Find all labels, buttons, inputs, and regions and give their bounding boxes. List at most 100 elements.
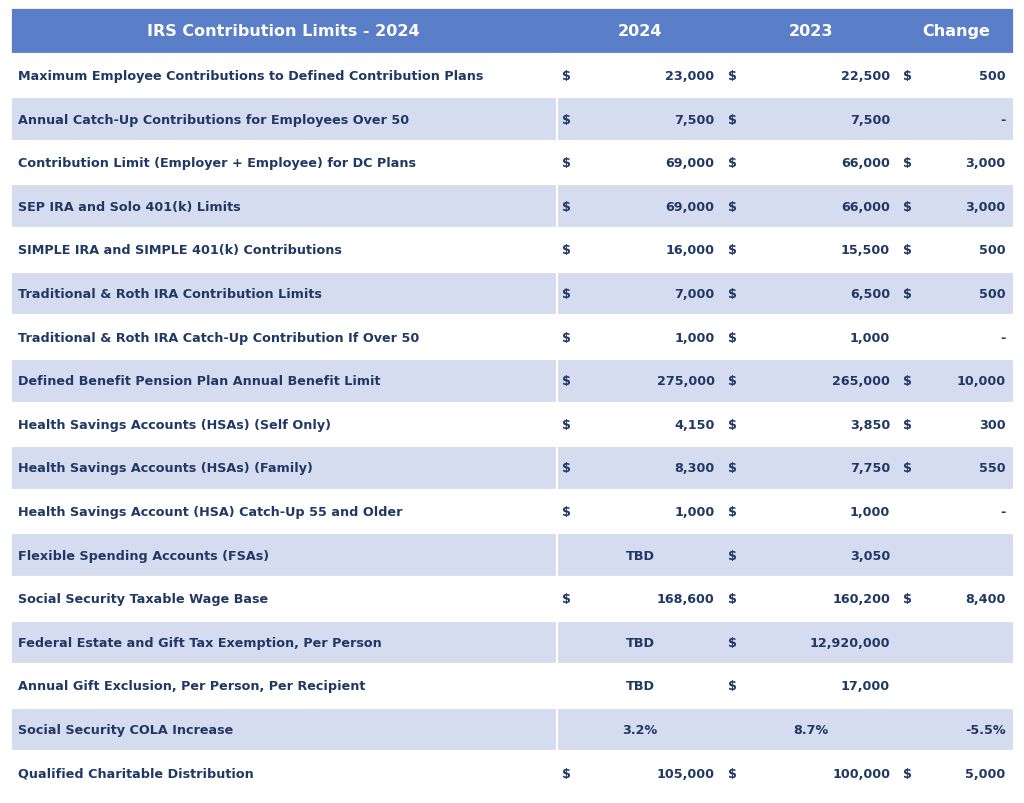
Text: $: $: [562, 70, 571, 83]
Text: 12,920,000: 12,920,000: [810, 636, 890, 649]
Text: 3,000: 3,000: [966, 201, 1006, 214]
FancyBboxPatch shape: [10, 534, 1014, 577]
Text: 300: 300: [979, 418, 1006, 431]
Text: 1,000: 1,000: [674, 331, 715, 344]
Text: -: -: [1000, 505, 1006, 519]
Text: 500: 500: [979, 287, 1006, 300]
Text: $: $: [562, 767, 571, 780]
FancyBboxPatch shape: [10, 403, 1014, 446]
Text: 8,400: 8,400: [966, 593, 1006, 605]
Text: $: $: [728, 462, 736, 475]
Text: 69,000: 69,000: [666, 157, 715, 170]
Text: TBD: TBD: [626, 636, 654, 649]
Text: $: $: [728, 418, 736, 431]
Text: $: $: [562, 375, 571, 388]
Text: 7,500: 7,500: [674, 113, 715, 126]
Text: 7,500: 7,500: [850, 113, 890, 126]
Text: 160,200: 160,200: [833, 593, 890, 605]
FancyBboxPatch shape: [10, 141, 1014, 185]
Text: $: $: [903, 157, 912, 170]
Text: IRS Contribution Limits - 2024: IRS Contribution Limits - 2024: [147, 24, 420, 39]
Text: 4,150: 4,150: [674, 418, 715, 431]
Text: $: $: [903, 767, 912, 780]
Text: $: $: [903, 418, 912, 431]
Text: $: $: [728, 505, 736, 519]
Text: $: $: [728, 375, 736, 388]
Text: 10,000: 10,000: [956, 375, 1006, 388]
Text: $: $: [728, 593, 736, 605]
Text: 66,000: 66,000: [842, 201, 890, 214]
Text: $: $: [562, 287, 571, 300]
Text: Defined Benefit Pension Plan Annual Benefit Limit: Defined Benefit Pension Plan Annual Bene…: [18, 375, 381, 388]
Text: 7,000: 7,000: [674, 287, 715, 300]
Text: $: $: [562, 505, 571, 519]
FancyBboxPatch shape: [10, 316, 1014, 360]
Text: 1,000: 1,000: [850, 505, 890, 519]
Text: 15,500: 15,500: [841, 244, 890, 257]
Text: $: $: [562, 113, 571, 126]
Text: $: $: [903, 201, 912, 214]
Text: $: $: [728, 157, 736, 170]
FancyBboxPatch shape: [10, 229, 1014, 272]
FancyBboxPatch shape: [10, 446, 1014, 490]
Text: TBD: TBD: [626, 549, 654, 562]
FancyBboxPatch shape: [10, 490, 1014, 534]
Text: 500: 500: [979, 70, 1006, 83]
Text: Flexible Spending Accounts (FSAs): Flexible Spending Accounts (FSAs): [18, 549, 269, 562]
Text: $: $: [562, 157, 571, 170]
Text: $: $: [903, 244, 912, 257]
Text: Maximum Employee Contributions to Defined Contribution Plans: Maximum Employee Contributions to Define…: [18, 70, 483, 83]
Text: 5,000: 5,000: [966, 767, 1006, 780]
Text: 3.2%: 3.2%: [623, 724, 657, 736]
FancyBboxPatch shape: [10, 8, 1014, 55]
FancyBboxPatch shape: [10, 577, 1014, 621]
Text: 23,000: 23,000: [666, 70, 715, 83]
Text: Annual Gift Exclusion, Per Person, Per Recipient: Annual Gift Exclusion, Per Person, Per R…: [18, 679, 366, 692]
Text: Qualified Charitable Distribution: Qualified Charitable Distribution: [18, 767, 254, 780]
FancyBboxPatch shape: [10, 272, 1014, 316]
Text: $: $: [562, 593, 571, 605]
FancyBboxPatch shape: [10, 708, 1014, 752]
FancyBboxPatch shape: [10, 98, 1014, 141]
Text: 500: 500: [979, 244, 1006, 257]
Text: Contribution Limit (Employer + Employee) for DC Plans: Contribution Limit (Employer + Employee)…: [18, 157, 417, 170]
Text: 3,850: 3,850: [850, 418, 890, 431]
FancyBboxPatch shape: [10, 360, 1014, 403]
Text: $: $: [562, 201, 571, 214]
FancyBboxPatch shape: [10, 621, 1014, 664]
Text: $: $: [728, 244, 736, 257]
Text: Health Savings Account (HSA) Catch-Up 55 and Older: Health Savings Account (HSA) Catch-Up 55…: [18, 505, 402, 519]
Text: 1,000: 1,000: [850, 331, 890, 344]
Text: 100,000: 100,000: [833, 767, 890, 780]
Text: Social Security Taxable Wage Base: Social Security Taxable Wage Base: [18, 593, 268, 605]
Text: $: $: [903, 70, 912, 83]
Text: $: $: [728, 331, 736, 344]
Text: 6,500: 6,500: [850, 287, 890, 300]
Text: SEP IRA and Solo 401(k) Limits: SEP IRA and Solo 401(k) Limits: [18, 201, 241, 214]
Text: 8.7%: 8.7%: [793, 724, 828, 736]
Text: 1,000: 1,000: [674, 505, 715, 519]
Text: 22,500: 22,500: [841, 70, 890, 83]
Text: Annual Catch-Up Contributions for Employees Over 50: Annual Catch-Up Contributions for Employ…: [18, 113, 410, 126]
Text: 8,300: 8,300: [674, 462, 715, 475]
Text: TBD: TBD: [626, 679, 654, 692]
Text: 7,750: 7,750: [850, 462, 890, 475]
Text: $: $: [562, 418, 571, 431]
Text: $: $: [728, 636, 736, 649]
Text: $: $: [562, 331, 571, 344]
Text: $: $: [562, 244, 571, 257]
Text: $: $: [728, 767, 736, 780]
Text: Health Savings Accounts (HSAs) (Family): Health Savings Accounts (HSAs) (Family): [18, 462, 313, 475]
Text: $: $: [728, 549, 736, 562]
Text: 3,050: 3,050: [850, 549, 890, 562]
Text: 265,000: 265,000: [833, 375, 890, 388]
Text: Social Security COLA Increase: Social Security COLA Increase: [18, 724, 233, 736]
Text: Health Savings Accounts (HSAs) (Self Only): Health Savings Accounts (HSAs) (Self Onl…: [18, 418, 332, 431]
FancyBboxPatch shape: [10, 55, 1014, 98]
Text: $: $: [728, 113, 736, 126]
Text: $: $: [903, 462, 912, 475]
FancyBboxPatch shape: [10, 752, 1014, 795]
Text: -: -: [1000, 331, 1006, 344]
Text: $: $: [903, 375, 912, 388]
Text: Change: Change: [923, 24, 990, 39]
